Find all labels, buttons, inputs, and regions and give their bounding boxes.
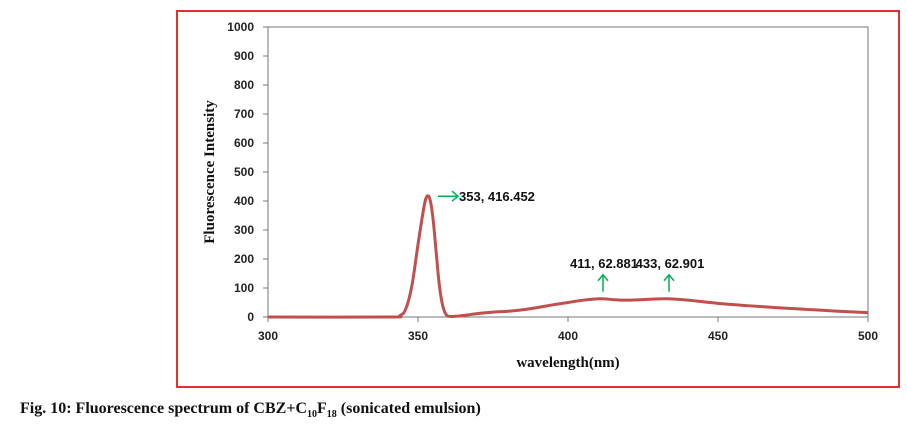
caption-prefix: Fig. 10: Fluorescence spectrum of CBZ+C [20, 400, 307, 417]
x-tick-label: 300 [258, 329, 278, 343]
chart-frame [176, 10, 900, 388]
annotation: 353, 416.452 [438, 189, 535, 204]
plot-area [267, 26, 869, 318]
annotation: 433, 62.901 [636, 256, 705, 292]
y-axis: 0 100 200 300 400 500 600 700 800 900 1000 [227, 20, 268, 324]
y-tick-label: 0 [247, 310, 254, 324]
y-tick-label: 700 [234, 107, 254, 121]
x-axis: 300 350 400 450 500 [258, 317, 878, 343]
y-tick-label: 900 [234, 49, 254, 63]
annotation: 411, 62.881 [570, 256, 638, 292]
series-line [267, 194, 869, 319]
caption-mid: F [317, 400, 327, 417]
x-tick-label: 500 [858, 329, 878, 343]
y-axis-title: Fluorescence Intensity [202, 100, 218, 244]
arrow-head-icon [663, 273, 675, 282]
x-axis-title: wavelength(nm) [516, 355, 619, 371]
y-tick-label: 300 [234, 223, 254, 237]
y-tick-label: 500 [234, 165, 254, 179]
annotation-label: 411, 62.881 [570, 256, 638, 271]
x-tick-label: 450 [708, 329, 728, 343]
x-tick-label: 350 [408, 329, 428, 343]
caption-sub1: 10 [307, 409, 317, 420]
y-tick-label: 400 [234, 194, 254, 208]
annotation-label: 433, 62.901 [636, 256, 705, 271]
y-tick-label: 800 [234, 78, 254, 92]
caption-sub2: 18 [326, 409, 337, 420]
annotation-label: 353, 416.452 [459, 189, 535, 204]
arrow-head-icon [597, 273, 609, 282]
y-tick-label: 600 [234, 136, 254, 150]
y-tick-label: 1000 [227, 20, 254, 34]
arrow-head-icon [451, 190, 460, 202]
y-tick-label: 200 [234, 252, 254, 266]
caption-suffix: (sonicated emulsion) [336, 400, 481, 417]
x-tick-label: 400 [558, 329, 578, 343]
figure-caption: Fig. 10: Fluorescence spectrum of CBZ+C1… [20, 400, 481, 420]
y-tick-label: 100 [234, 281, 254, 295]
